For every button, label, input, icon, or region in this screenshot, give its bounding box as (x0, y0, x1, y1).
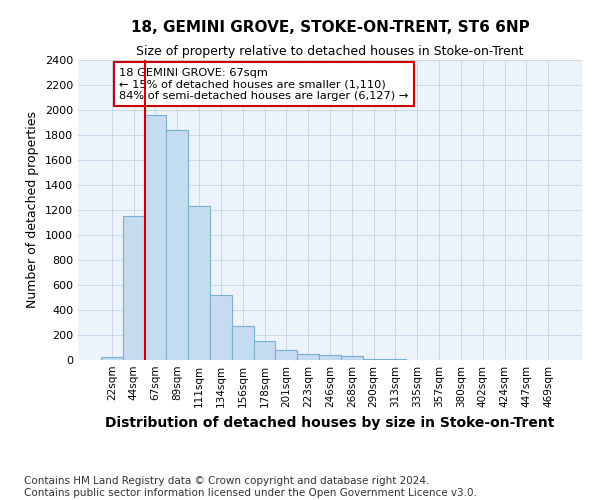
Bar (319, 355, 341, 360)
Bar (123, 216, 145, 360)
Bar (297, 354, 319, 360)
Text: Contains HM Land Registry data © Crown copyright and database right 2024.
Contai: Contains HM Land Registry data © Crown c… (24, 476, 477, 498)
Bar (363, 359, 385, 360)
Bar (232, 326, 254, 360)
Text: Size of property relative to detached houses in Stoke-on-Trent: Size of property relative to detached ho… (136, 45, 524, 58)
Text: 18, GEMINI GROVE, STOKE-ON-TRENT, ST6 6NP: 18, GEMINI GROVE, STOKE-ON-TRENT, ST6 6N… (131, 20, 529, 35)
Bar (341, 356, 363, 360)
Bar (254, 341, 275, 360)
Bar (210, 295, 232, 360)
Bar (275, 350, 297, 360)
Bar (166, 130, 188, 360)
Bar (101, 357, 123, 360)
Bar (188, 206, 210, 360)
Text: 18 GEMINI GROVE: 67sqm
← 15% of detached houses are smaller (1,110)
84% of semi-: 18 GEMINI GROVE: 67sqm ← 15% of detached… (119, 68, 409, 100)
Text: Distribution of detached houses by size in Stoke-on-Trent: Distribution of detached houses by size … (106, 416, 554, 430)
Y-axis label: Number of detached properties: Number of detached properties (26, 112, 40, 308)
Bar (145, 115, 166, 360)
